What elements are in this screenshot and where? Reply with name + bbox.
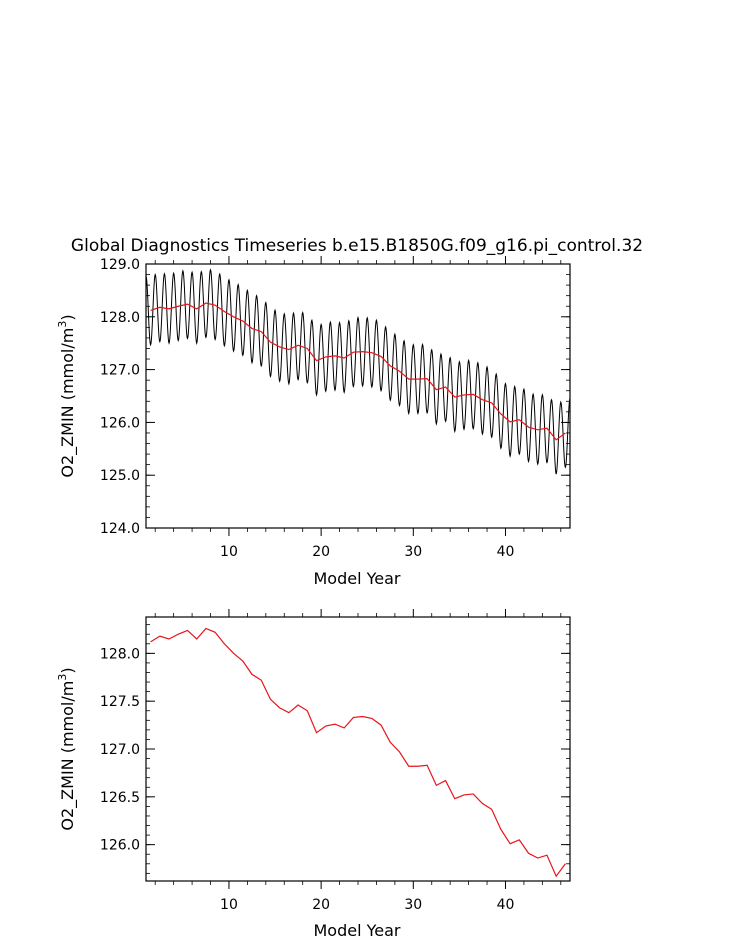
top-y-axis-title-end: ) [58, 314, 77, 320]
x-tick-label: 10 [220, 897, 238, 913]
bottom-y-axis-title-main: O2_ZMIN (mmol/m [58, 681, 78, 831]
annual-mean-line [150, 302, 566, 441]
bottom-plot-frame [145, 616, 571, 882]
y-tick-label: 127.0 [100, 363, 140, 379]
bottom-panel: 126.0 126.5 127.0 127.5 128.0 10 20 30 40 Model… [56, 609, 571, 940]
top-y-axis-title: O2_ZMIN (mmol/m3) [56, 314, 78, 477]
y-tick-label: 127.5 [100, 694, 140, 710]
bottom-x-axis: 10 20 30 40 [154, 609, 562, 913]
top-series [145, 268, 571, 475]
x-tick-label: 30 [404, 897, 422, 913]
bottom-y-axis: 126.0 126.5 127.0 127.5 128.0 [100, 624, 570, 874]
x-tick-label: 30 [404, 544, 422, 560]
bottom-x-axis-title: Model Year [314, 921, 401, 940]
bottom-y-axis-title-end: ) [58, 667, 77, 673]
y-tick-label: 126.5 [100, 790, 140, 806]
y-tick-label: 126.0 [100, 415, 140, 431]
bottom-y-axis-title-sup: 3 [56, 674, 69, 681]
x-tick-label: 20 [312, 897, 330, 913]
chart-title: Global Diagnostics Timeseries b.e15.B185… [71, 236, 643, 256]
monthly-series-line [145, 268, 571, 475]
x-tick-label: 20 [312, 544, 330, 560]
x-tick-label: 10 [220, 544, 238, 560]
top-y-axis: 124.0 125.0 126.0 127.0 128.0 129.0 [100, 257, 570, 537]
y-tick-label: 127.0 [100, 742, 140, 758]
y-tick-label: 125.0 [100, 468, 140, 484]
top-y-axis-title-sup: 3 [56, 321, 69, 328]
top-x-axis-title: Model Year [314, 569, 401, 588]
y-tick-label: 124.0 [100, 521, 140, 537]
y-tick-label: 128.0 [100, 646, 140, 662]
y-tick-label: 129.0 [100, 257, 140, 273]
y-tick-label: 126.0 [100, 838, 140, 854]
bottom-series [150, 627, 566, 878]
x-tick-label: 40 [497, 897, 515, 913]
bottom-y-axis-title: O2_ZMIN (mmol/m3) [56, 667, 78, 830]
annual-mean-line [150, 627, 566, 878]
top-x-axis: 10 20 30 40 [154, 256, 562, 560]
y-tick-label: 128.0 [100, 310, 140, 326]
x-tick-label: 40 [497, 544, 515, 560]
top-y-axis-title-main: O2_ZMIN (mmol/m [58, 328, 78, 478]
